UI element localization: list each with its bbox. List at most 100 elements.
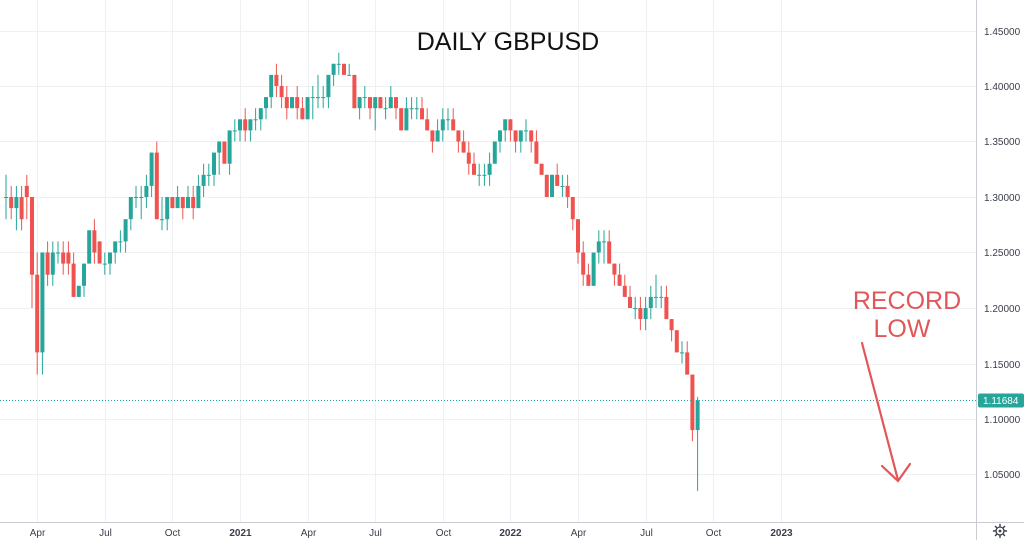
candle [622, 274, 627, 297]
candle-body [388, 97, 393, 109]
candle-body [128, 197, 133, 220]
candle [196, 174, 201, 209]
last-price-tag: 1.11684 [978, 393, 1024, 408]
candle [414, 97, 419, 120]
candle [144, 174, 149, 209]
x-tick-label: Apr [30, 528, 46, 539]
candle-body [560, 185, 565, 187]
candle [316, 74, 320, 109]
candle-body [680, 352, 684, 354]
y-tick-label: 1.05000 [984, 470, 1021, 481]
time-axis-labels[interactable]: Apr Jul Oct 2021 Apr Jul Oct 2022 Apr Jul Oct 2023 [30, 528, 793, 539]
candle-body [61, 252, 66, 264]
candle [357, 97, 362, 120]
candle [638, 296, 643, 331]
candle-body [690, 374, 695, 431]
candle-body [30, 197, 34, 275]
candle-body [430, 130, 435, 142]
candle [108, 252, 112, 275]
candle [446, 108, 450, 131]
candle-body [482, 174, 487, 176]
candle [628, 285, 632, 308]
svg-text:1.11684: 1.11684 [983, 396, 1019, 407]
candle [461, 130, 466, 153]
annotation-record: RECORD [853, 287, 961, 315]
candle-body [56, 252, 60, 254]
candle [602, 230, 606, 264]
candle-body [284, 97, 289, 109]
candle [222, 141, 227, 164]
candle [14, 185, 19, 231]
candle [659, 285, 664, 308]
candle [466, 141, 471, 175]
candle [586, 263, 591, 286]
candle-body [201, 174, 206, 186]
candle-body [212, 152, 216, 175]
candle-body [118, 241, 123, 243]
candle [128, 197, 133, 231]
candle [570, 197, 575, 231]
candle-body [290, 97, 294, 109]
candle-body [633, 308, 638, 309]
candle [373, 97, 378, 131]
x-tick-label: Jul [369, 528, 382, 539]
candle-body [352, 74, 357, 109]
candle-body [591, 252, 596, 286]
candle [336, 52, 341, 75]
candle [648, 285, 653, 320]
candle [92, 219, 97, 264]
y-tick-label: 1.15000 [984, 360, 1021, 371]
candle [56, 241, 60, 264]
candle-body [144, 185, 149, 197]
candle-body [180, 197, 185, 209]
candle-body [97, 241, 102, 264]
candle-body [399, 108, 404, 131]
candle [191, 185, 196, 220]
candle-body [316, 97, 320, 99]
candle-body [674, 330, 679, 353]
candle-body [134, 197, 138, 198]
candle [617, 263, 622, 286]
candle [66, 241, 71, 275]
candle [40, 252, 45, 375]
candle [269, 74, 274, 109]
annotation-arrow [860, 341, 912, 483]
candle-body [420, 108, 424, 120]
candle [30, 197, 34, 308]
price-axis-labels[interactable]: 1.45000 1.40000 1.35000 1.30000 1.25000 1.200… [984, 27, 1021, 481]
y-tick-label: 1.35000 [984, 137, 1021, 148]
candle [61, 241, 66, 275]
candle-body [102, 263, 107, 265]
candle-body [565, 185, 570, 197]
x-tick-label: Apr [571, 528, 587, 539]
candle [394, 97, 398, 120]
candle-body [82, 263, 86, 286]
candle [76, 285, 81, 297]
candle [669, 319, 674, 342]
chart-title: DAILY GBPUSD [417, 28, 599, 56]
candle-body [539, 163, 544, 175]
candle [576, 219, 580, 264]
candle [388, 86, 393, 109]
candle [326, 74, 331, 109]
candle-body [513, 130, 518, 142]
candle-body [196, 185, 201, 209]
candle-body [186, 197, 190, 209]
candle-body [685, 352, 690, 375]
candle [238, 119, 242, 142]
candle [591, 252, 596, 286]
settings-gear-icon[interactable] [992, 523, 1008, 539]
candle-body [373, 97, 378, 109]
candle [50, 241, 55, 286]
x-tick-label: Oct [706, 528, 722, 539]
candle [206, 163, 211, 186]
candle [456, 130, 461, 153]
candle [24, 174, 29, 220]
candle [555, 163, 560, 186]
x-tick-label: 2021 [229, 528, 252, 539]
candle [232, 119, 237, 142]
candle [633, 296, 638, 320]
candle-body [456, 130, 461, 142]
candle-body [274, 74, 279, 86]
candle [113, 241, 118, 264]
